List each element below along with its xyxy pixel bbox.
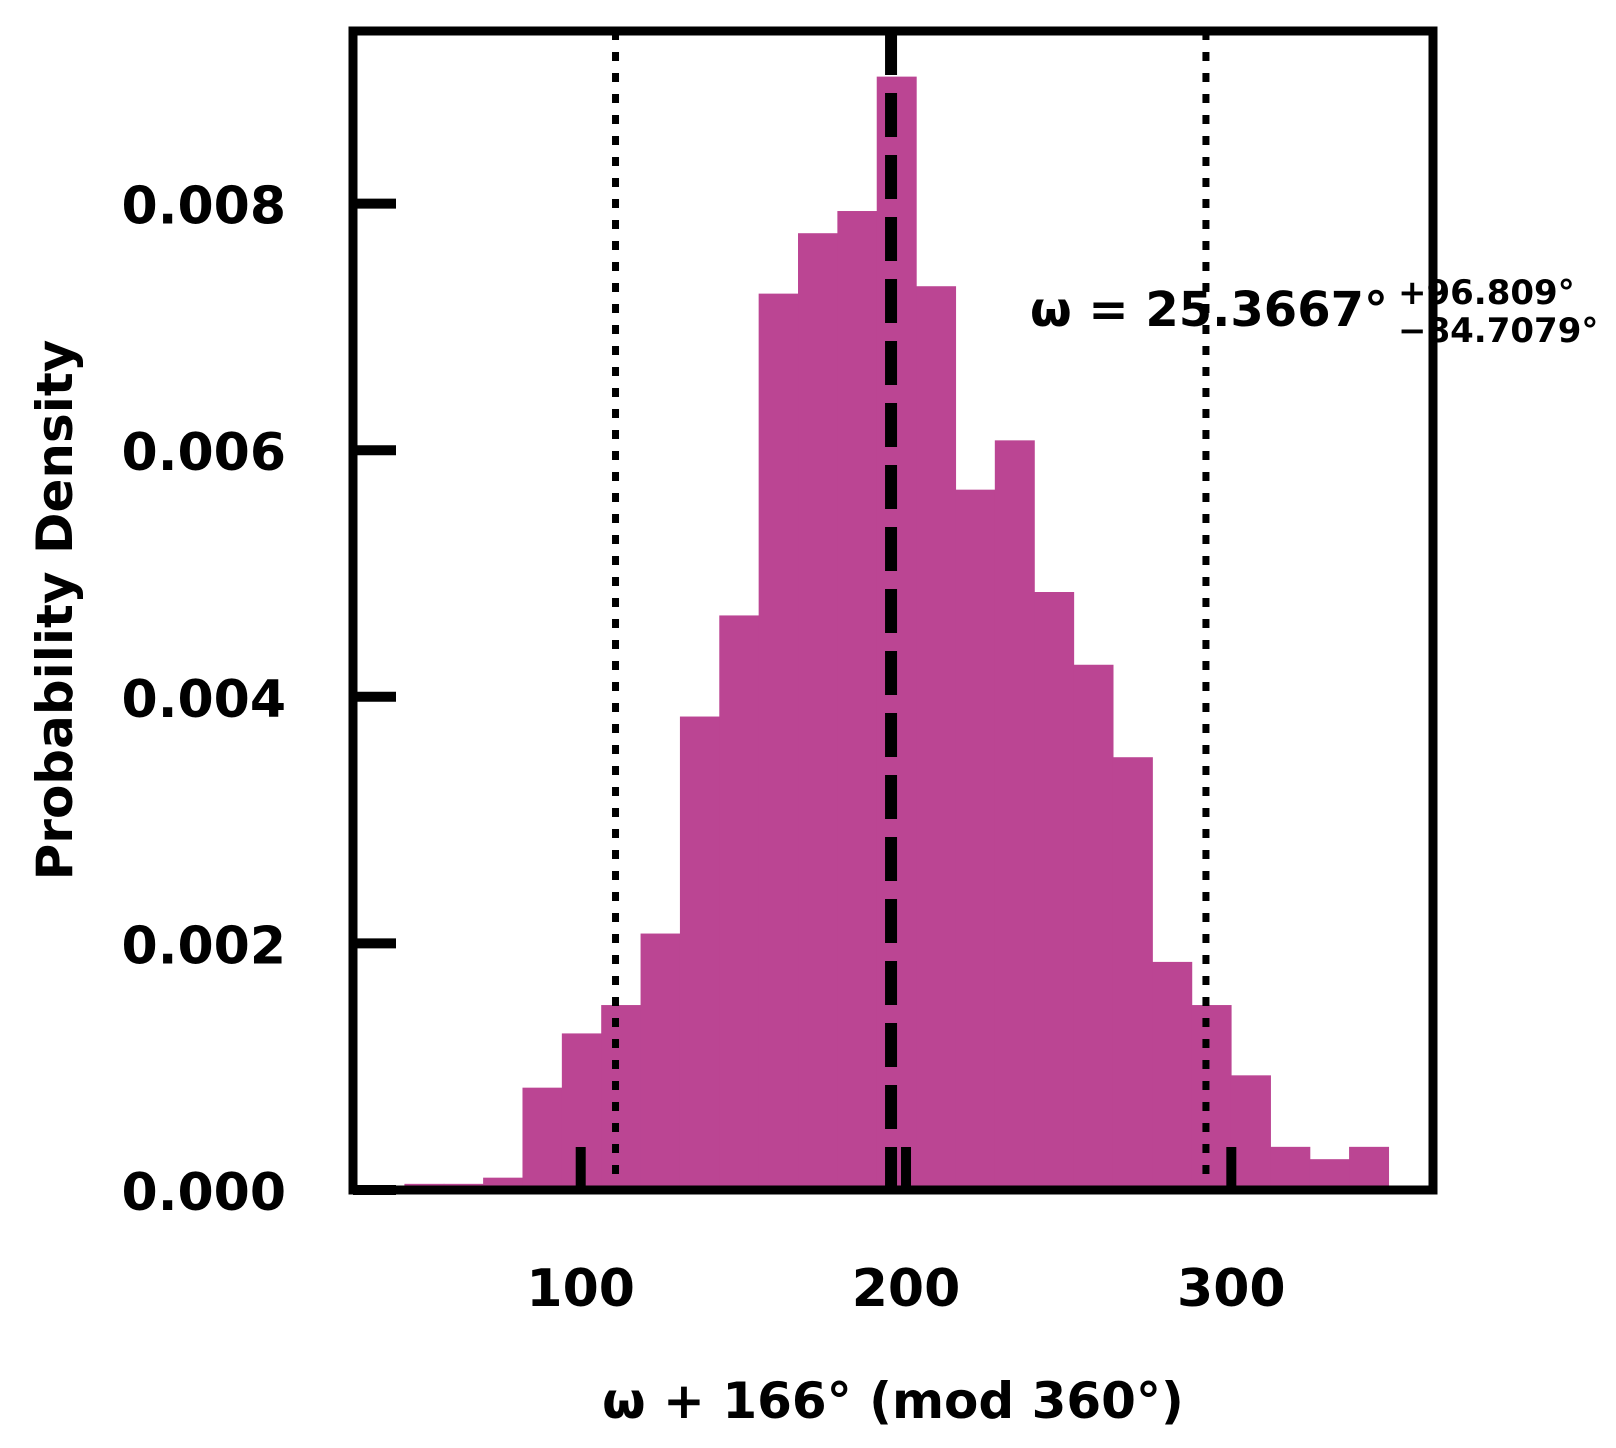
y-tick-label-3: 0.006 <box>122 423 286 483</box>
omega-upper-error: +96.809° <box>1398 273 1575 313</box>
omega-annotation: ω = 25.3667° <box>1030 282 1388 338</box>
reference-lines <box>612 31 1210 1190</box>
histogram-bar-19 <box>1152 961 1193 1190</box>
histogram-bar-17 <box>1073 664 1114 1190</box>
histogram-bar-23 <box>1309 1159 1350 1190</box>
omega-lower-error: −84.7079° <box>1398 311 1598 351</box>
x-axis-title: ω + 166° (mod 360°) <box>602 1372 1184 1430</box>
plot-frame <box>348 26 1438 1195</box>
histogram-bar-24 <box>1349 1146 1390 1190</box>
y-tick-labels: 0.000 0.002 0.004 0.006 0.008 <box>122 177 286 1223</box>
histogram-bar-3 <box>522 1087 563 1190</box>
histogram-bar-5 <box>601 1005 642 1190</box>
x-tick-label-0: 100 <box>526 1259 635 1319</box>
histogram-bar-22 <box>1270 1146 1311 1190</box>
histogram-bar-16 <box>1034 592 1075 1190</box>
histogram-bar-8 <box>719 615 760 1190</box>
histogram-bar-10 <box>798 233 838 1191</box>
y-tick-label-2: 0.004 <box>122 670 286 730</box>
histogram-bar-7 <box>679 716 720 1190</box>
histogram-bar-21 <box>1230 1075 1271 1190</box>
x-tick-label-2: 300 <box>1177 1259 1286 1319</box>
histogram-bar-13 <box>916 286 957 1191</box>
histogram-bar-18 <box>1112 757 1153 1190</box>
histogram-bar-14 <box>955 489 996 1190</box>
histogram-bar-15 <box>994 440 1035 1190</box>
y-axis-title: Probability Density <box>26 340 84 881</box>
x-tick-labels: 100 200 300 <box>526 1259 1285 1319</box>
y-tick-label-4: 0.008 <box>122 177 286 237</box>
histogram-bar-20 <box>1191 1005 1232 1190</box>
histogram-bars <box>404 76 1390 1191</box>
histogram-bar-11 <box>837 211 878 1190</box>
y-tick-label-1: 0.002 <box>122 916 286 976</box>
histogram-bar-6 <box>640 933 681 1190</box>
histogram-bar-9 <box>758 293 799 1190</box>
y-tick-label-0: 0.000 <box>122 1163 286 1223</box>
x-tick-label-1: 200 <box>852 1259 961 1319</box>
